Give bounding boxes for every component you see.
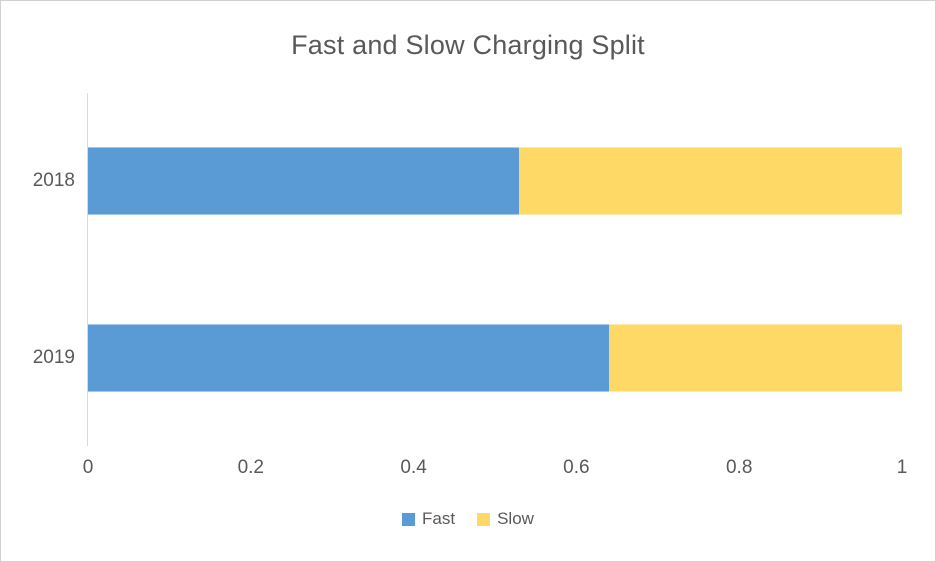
x-tick-label: 1	[896, 457, 908, 478]
legend-swatch-icon	[477, 512, 491, 526]
x-tick-label: 0.6	[563, 457, 590, 478]
x-tick-label: 0.2	[237, 457, 265, 478]
bar-segment-fast-2019	[88, 323, 609, 392]
legend-item-slow: Slow	[477, 509, 534, 529]
bar-row	[88, 147, 902, 216]
bar-segment-fast-2018	[88, 147, 520, 216]
bar-segment-slow-2019	[608, 323, 902, 392]
category-axis-line	[87, 93, 88, 446]
plot-area	[87, 93, 902, 446]
legend: Fast Slow	[1, 509, 935, 529]
x-tick-label: 0.4	[400, 457, 427, 478]
value-axis-labels: 0 0.2 0.4 0.6 0.8 1	[83, 457, 908, 481]
legend-item-fast: Fast	[402, 509, 455, 529]
bar-segment-slow-2018	[519, 147, 902, 216]
chart-title: Fast and Slow Charging Split	[291, 30, 645, 60]
legend-label: Fast	[422, 509, 456, 528]
legend-swatch-icon	[402, 512, 416, 526]
category-axis-labels: 2018 2019	[1, 93, 75, 446]
legend-label: Slow	[497, 509, 534, 528]
x-tick-label: 0	[82, 457, 94, 478]
category-label: 2018	[32, 170, 75, 192]
category-label: 2019	[32, 346, 75, 368]
bar-row	[88, 323, 902, 392]
x-tick-label: 0.8	[725, 457, 753, 478]
